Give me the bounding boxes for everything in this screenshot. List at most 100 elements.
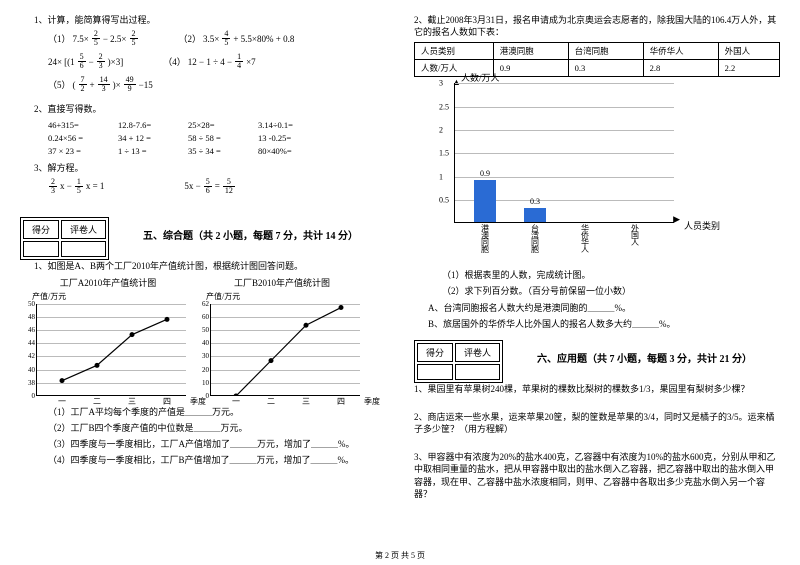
arrow-right-icon: ▶	[673, 214, 680, 225]
ytick: 50	[23, 300, 35, 308]
xtick: 四	[337, 396, 345, 407]
calc-r0c0: 46+315=	[48, 119, 118, 132]
ytick: 10	[197, 379, 209, 387]
chart-a-title: 工厂A2010年产值统计图	[28, 276, 188, 289]
q1-item4: （4） 12 − 1 ÷ 4 − 14 ×7	[163, 53, 255, 70]
q3-eq2: 5x − 56 = 512	[184, 178, 235, 195]
ytick: 40	[197, 339, 209, 347]
q1-i5-f2: 143	[97, 76, 111, 93]
xtick: 一	[58, 396, 66, 407]
r-q2-sub-d: B、旅居国外的华侨华人比外国人的报名人数多大约＿＿＿%。	[414, 318, 780, 330]
ytick: 0	[197, 392, 209, 400]
bar-value-label: 0.9	[480, 169, 490, 178]
q3-eq1: 23 x − 15 x = 1	[48, 178, 104, 195]
app-q2: 2、商店运来一些水果，运来苹果20筐，梨的筐数是苹果的3/4，同时又是橘子的3/…	[414, 411, 780, 435]
ytick: 0	[23, 392, 35, 400]
score-blank-b	[61, 241, 106, 257]
section6-title: 六、应用题（共 7 小题，每题 3 分，共计 21 分）	[509, 350, 780, 365]
calc-grid: 46+315=12.8-7.6=25×28=3.14÷0.1= 0.24×56 …	[20, 119, 386, 157]
bar-ytick: 1	[439, 172, 443, 181]
q1-i3-f1: 56	[77, 53, 87, 70]
q1-i3-f2: 23	[96, 53, 106, 70]
bar-category: 港澳同胞	[480, 224, 491, 262]
chart-b-title: 工厂B2010年产值统计图	[202, 276, 362, 289]
calc-r1c1: 34 + 12 =	[118, 132, 188, 145]
r-q2-sub-c: A、台湾同胞报名人数大约是港澳同胞的＿＿＿%。	[414, 302, 780, 314]
xlabel: 季度	[364, 396, 380, 407]
score-box-left: 得分评卷人	[20, 217, 109, 260]
q5-sub-b: （2）工厂B四个季度产值的中位数是＿＿＿万元。	[20, 422, 386, 434]
bar-category: 台湾同胞	[530, 224, 541, 262]
score-ra: 得分	[417, 343, 453, 362]
q1-i1-a: 7.5×	[73, 34, 89, 44]
calc-r2c3: 80×40%=	[258, 145, 328, 158]
q1-item5: （5） ( 72 + 143 )× 499 −15	[48, 76, 153, 93]
q1-i5-f1: 72	[78, 76, 88, 93]
q1-i3-rb: )×3]	[108, 57, 124, 67]
q1-i3-m: −	[89, 57, 94, 67]
q3-e2f2: 512	[222, 178, 236, 195]
q2-title: 2、直接写得数。	[20, 103, 386, 115]
q1-i1-mid: − 2.5×	[103, 34, 127, 44]
th1: 港澳同胞	[493, 43, 568, 60]
q5-sub-d: （4）四季度与一季度相比，工厂B产值增加了＿＿＿万元，增加了＿＿＿%。	[20, 454, 386, 466]
q1-i1-label: （1）	[48, 32, 71, 45]
bar-ytick: 2	[439, 125, 443, 134]
calc-r2c0: 37 × 23 =	[48, 145, 118, 158]
bar	[474, 180, 496, 222]
td1: 0.3	[568, 60, 643, 77]
q1-i5-rp: )×	[113, 80, 121, 90]
calc-r1c0: 0.24×56 =	[48, 132, 118, 145]
th3: 华侨华人	[643, 43, 718, 60]
calc-r2c2: 35 ÷ 34 =	[188, 145, 258, 158]
q1-i5-f3: 499	[123, 76, 137, 93]
app-q3: 3、甲容器中有浓度为20%的盐水400克，乙容器中有浓度为10%的盐水600克，…	[414, 451, 780, 500]
app-q1: 1、果园里有苹果树240棵，苹果树的棵数比梨树的棵数多1/3，果园里有梨树多少棵…	[414, 383, 780, 395]
ytick: 38	[23, 379, 35, 387]
score-rb: 评卷人	[455, 343, 500, 362]
calc-r0c3: 3.14÷0.1=	[258, 119, 328, 132]
bar-xlabel: 人员类别	[684, 219, 720, 232]
score-b: 评卷人	[61, 220, 106, 239]
bar-ytick: 0.5	[439, 195, 449, 204]
q1-i4-a: 12 − 1 ÷ 4 −	[188, 57, 232, 67]
chart-a: 工厂A2010年产值统计图 产值/万元 504846444240380一二三四季…	[28, 276, 188, 396]
bar-chart: ▲ ▶ 人数/万人 人员类别 32.521.510.5港澳同胞台湾同胞华侨华人外…	[454, 83, 674, 223]
q1-i1-frac2: 25	[129, 30, 139, 47]
q1-i5-label: （5）	[48, 78, 71, 91]
bar	[524, 208, 546, 222]
chart-a-area: 504846444240380一二三四季度	[36, 304, 186, 396]
calc-r0c2: 25×28=	[188, 119, 258, 132]
r-q2-sub-b: （2）求下列百分数。（百分号前保留一位小数）	[414, 285, 780, 297]
r-q2-intro: 2、截止2008年3月31日，报名申请成为北京奥运会志愿者的，除我国大陆的106…	[414, 14, 780, 38]
q1-item1: （1） 7.5× 25 − 2.5× 25	[48, 30, 139, 47]
ytick: 48	[23, 313, 35, 321]
score-rblank-a	[417, 364, 453, 380]
td0: 0.9	[493, 60, 568, 77]
ytick: 20	[197, 366, 209, 374]
q3-e1r: x = 1	[86, 181, 105, 191]
chart-b: 工厂B2010年产值统计图 产值/万元 626050403020100一二三四季…	[202, 276, 362, 396]
calc-r1c2: 58 ÷ 58 =	[188, 132, 258, 145]
section5-title: 五、综合题（共 2 小题，每题 7 分，共计 14 分）	[115, 227, 386, 242]
q1-item3: 24× [(1 56 − 23 )×3]	[48, 53, 123, 70]
q5-1-text: 1、如图是A、B两个工厂2010年产值统计图，根据统计图回答问题。	[20, 260, 386, 272]
r-q2-sub-a: （1）根据表里的人数，完成统计图。	[414, 269, 780, 281]
q1-i2-a: 3.5×	[203, 34, 219, 44]
q3-e2m: =	[215, 181, 220, 191]
q3-row: 23 x − 15 x = 1 5x − 56 = 512	[20, 178, 386, 195]
q1-i5-m1: +	[90, 80, 95, 90]
ytick: 46	[23, 326, 35, 334]
score-rblank-b	[455, 364, 500, 380]
q3-e2l: 5x −	[184, 181, 200, 191]
q1-i1-frac1: 25	[91, 30, 101, 47]
q3-title: 3、解方程。	[20, 162, 386, 174]
ytick: 50	[197, 326, 209, 334]
ytick: 42	[23, 352, 35, 360]
bar-category: 外国人	[630, 224, 641, 262]
score-blank-a	[23, 241, 59, 257]
xtick: 四	[163, 396, 171, 407]
arrow-up-icon: ▲	[452, 77, 461, 87]
xtick: 三	[128, 396, 136, 407]
q1-i4-label: （4）	[163, 55, 186, 68]
